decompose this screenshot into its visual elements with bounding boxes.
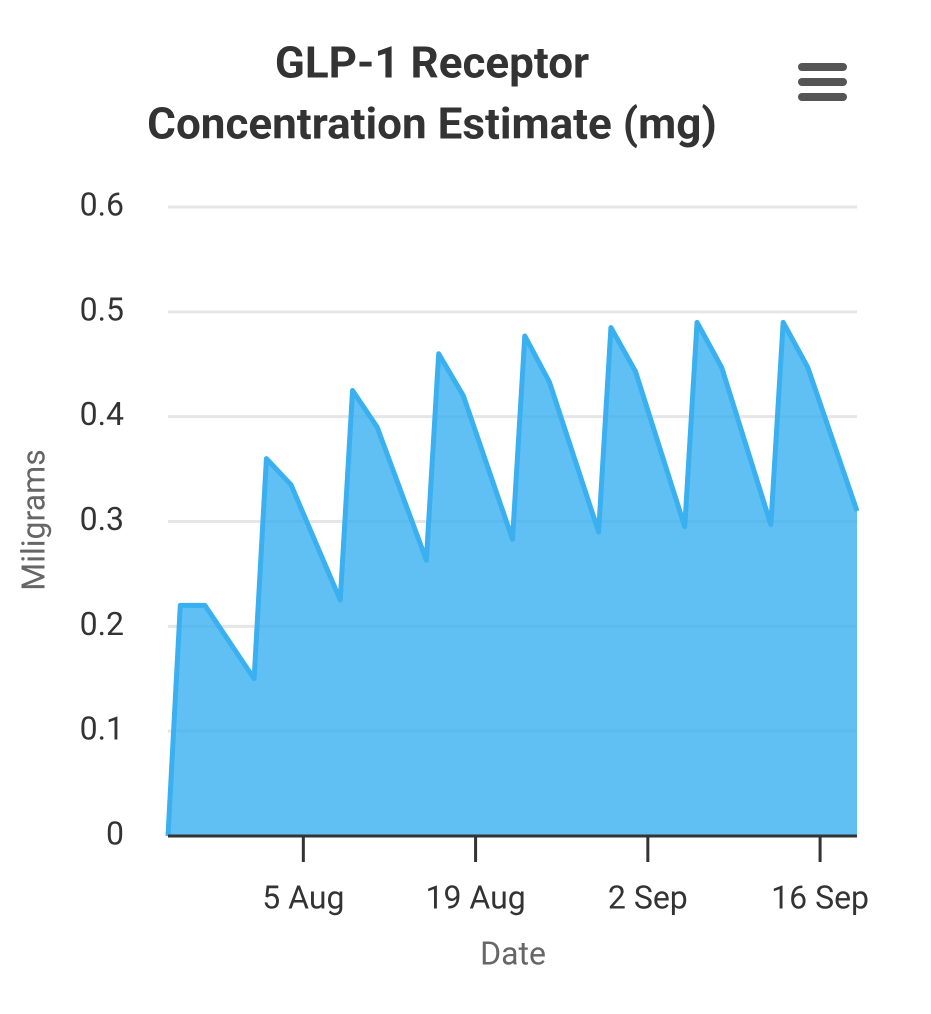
chart-title: GLP-1 Receptor bbox=[275, 37, 589, 89]
menu-bar[interactable] bbox=[798, 78, 847, 86]
area-line bbox=[165, 319, 860, 837]
chart-title: Concentration Estimate (mg) bbox=[147, 98, 717, 150]
x-tick-label: 16 Sep bbox=[771, 878, 869, 916]
menu-button[interactable] bbox=[798, 63, 847, 101]
x-tick-label: 2 Sep bbox=[608, 878, 688, 916]
y-tick-label: 0.2 bbox=[80, 605, 124, 643]
x-axis-title: Date bbox=[480, 934, 546, 972]
x-tick-label: 19 Aug bbox=[425, 878, 525, 916]
y-tick-label: 0.4 bbox=[80, 395, 124, 433]
y-tick-label: 0.5 bbox=[80, 290, 124, 328]
y-axis-title: Miligrams bbox=[14, 449, 52, 590]
area-fill bbox=[168, 322, 857, 837]
y-tick-label: 0 bbox=[106, 814, 124, 852]
y-tick-label: 0.1 bbox=[80, 710, 124, 748]
y-tick-label: 0.6 bbox=[80, 185, 124, 223]
menu-bar[interactable] bbox=[798, 63, 847, 71]
y-tick-label: 0.3 bbox=[80, 500, 124, 538]
x-tick-label: 5 Aug bbox=[262, 878, 344, 916]
menu-bar[interactable] bbox=[798, 93, 847, 101]
